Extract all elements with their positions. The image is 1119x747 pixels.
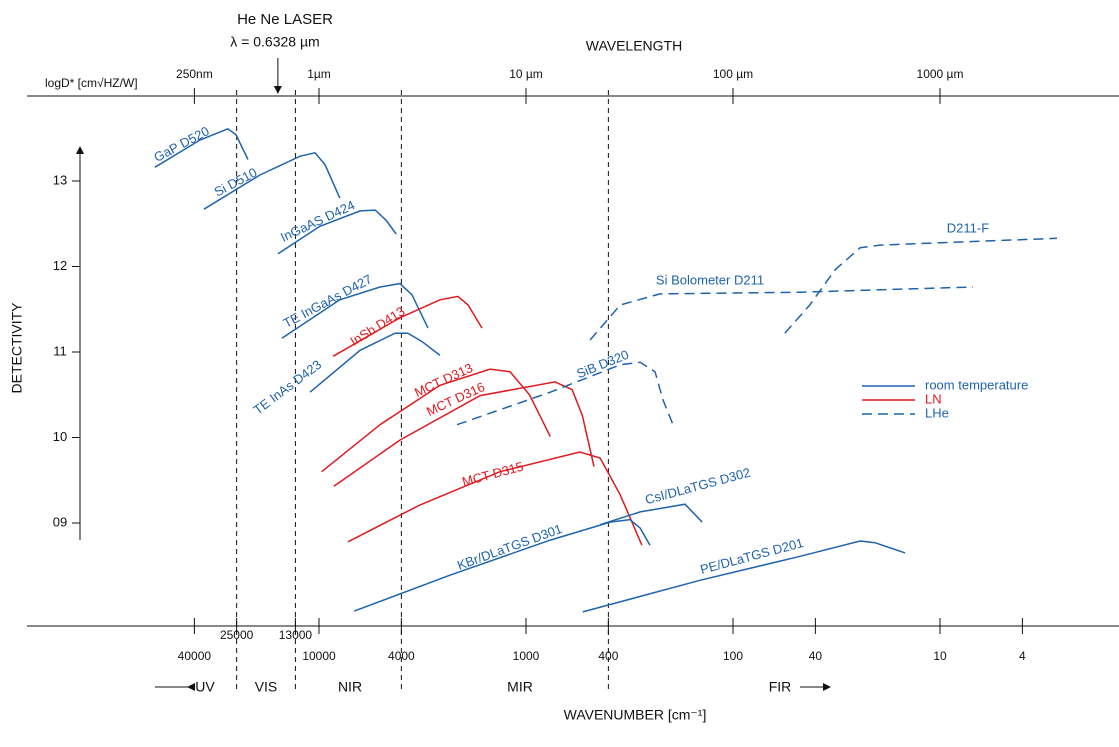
curve-label: InGaAS D424 [278, 197, 357, 244]
detector-curve [784, 237, 1058, 334]
x2-axis-title: WAVENUMBER [cm⁻¹] [564, 707, 707, 723]
x-tick-label: 10 µm [509, 67, 543, 81]
curve-label: PE/DLaTGS D201 [698, 535, 804, 577]
x2-tick-label: 10000 [302, 649, 336, 663]
y-tick-label: 10 [53, 429, 67, 444]
detector-curve [277, 209, 397, 255]
detector-curve [589, 286, 974, 341]
detector-curve [333, 381, 595, 487]
x2-tick-label: 25000 [220, 628, 254, 642]
detector-curve [309, 332, 441, 393]
detector-curve [347, 451, 643, 546]
detector-curve [154, 127, 249, 168]
curve-label: TE InGaAs D427 [281, 271, 375, 330]
curve-label: TE InAs D423 [251, 357, 325, 418]
curve-label: SiB D320 [574, 347, 631, 381]
y-tick-label: 09 [53, 514, 67, 529]
x2-tick-label: 100 [723, 649, 743, 663]
y-tick-label: 13 [53, 172, 67, 187]
laser-label: He Ne LASER [237, 11, 333, 28]
x2-tick-label: 400 [598, 649, 618, 663]
x-tick-label: 1µm [307, 67, 331, 81]
x2-tick-label: 13000 [279, 628, 313, 642]
curve-label: CsI/DLaTGS D302 [643, 465, 752, 508]
detector-curve [203, 151, 341, 210]
curve-label: MCT D315 [461, 459, 525, 490]
y-tick-label: 12 [53, 258, 67, 273]
x2-tick-label: 4 [1019, 649, 1026, 663]
detector-curve [599, 503, 703, 526]
y-tick-label: 11 [53, 343, 67, 358]
laser-wavelength: λ = 0.6328 µm [230, 34, 319, 50]
x-tick-label: 100 µm [713, 67, 753, 81]
top-axis-title: WAVELENGTH [586, 38, 682, 54]
x2-tick-label: 1000 [513, 649, 540, 663]
detector-curve [353, 518, 651, 612]
detector-curve [332, 295, 483, 357]
region-label: VIS [255, 679, 278, 695]
legend-label: LN [925, 391, 942, 406]
x-tick-label: 250nm [176, 67, 213, 81]
legend-label: room temperature [925, 377, 1028, 392]
curve-label: Si Bolometer D211 [656, 272, 764, 287]
curve-label: GaP D520 [151, 123, 211, 165]
x-tick-label: 1000 µm [917, 67, 964, 81]
region-label: NIR [338, 679, 362, 695]
x2-tick-label: 4000 [388, 649, 415, 663]
region-label: UV [195, 679, 215, 695]
y-axis-title: DETECTIVITY [9, 302, 25, 394]
curve-label: Si D510 [212, 165, 260, 200]
region-label: FIR [769, 679, 792, 695]
x2-tick-label: 10 [933, 649, 947, 663]
y-unit-label: logD* [cm√HZ/W] [45, 76, 138, 90]
region-label: MIR [507, 679, 533, 695]
curve-label: D211-F [947, 220, 989, 235]
detector-curve [281, 282, 429, 339]
x2-tick-label: 40 [809, 649, 823, 663]
curve-label: KBr/DLaTGS D301 [455, 521, 564, 573]
detector-curve [582, 540, 906, 613]
detector-curve [456, 361, 674, 426]
x2-tick-label: 40000 [178, 649, 212, 663]
legend-label: LHe [925, 405, 949, 420]
detector-curve [321, 368, 551, 473]
